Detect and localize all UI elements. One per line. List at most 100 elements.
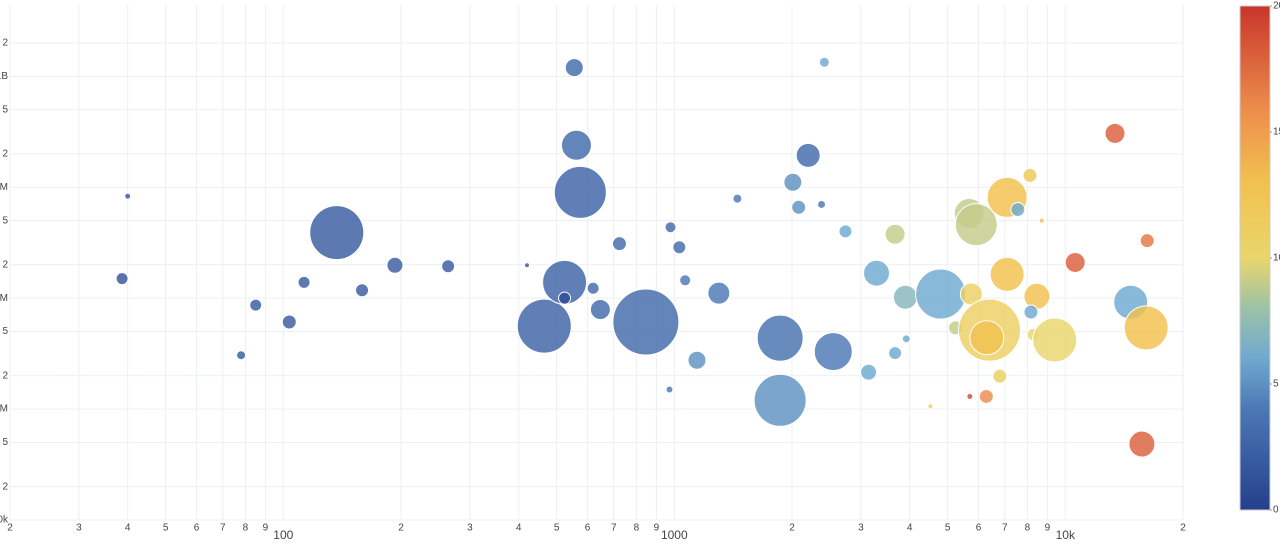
bubble	[516, 298, 572, 354]
bubble	[901, 334, 911, 344]
colorbar-tick-label: 10	[1273, 253, 1280, 264]
y-tick-label: 1B	[0, 71, 8, 82]
bubble	[560, 129, 592, 161]
x-tick-label: 8	[634, 523, 640, 534]
bubble	[309, 205, 365, 261]
bubble	[954, 203, 998, 247]
y-tick-label: 5	[2, 437, 8, 448]
x-tick-label: 4	[125, 523, 131, 534]
bubble	[281, 314, 297, 330]
x-tick-label: 6	[194, 523, 200, 534]
x-tick-label: 4	[516, 523, 522, 534]
bubble	[1128, 430, 1156, 458]
x-tick-label: 7	[220, 523, 226, 534]
x-tick-label: 10k	[1056, 528, 1076, 542]
bubble	[558, 291, 572, 305]
x-tick-label: 2	[789, 523, 795, 534]
bubble	[679, 274, 692, 287]
bubble	[1032, 317, 1078, 363]
colorbar-tick-label: 20	[1273, 1, 1280, 12]
bubble	[707, 281, 731, 305]
x-tick-label: 9	[654, 523, 660, 534]
bubble	[115, 272, 129, 286]
y-tick-label: 1M	[0, 404, 8, 415]
bubble	[992, 368, 1008, 384]
bubble	[927, 403, 934, 410]
bubble	[665, 385, 674, 394]
bubble	[795, 142, 821, 168]
bubble	[892, 284, 918, 310]
bubble	[818, 56, 830, 68]
bubble	[756, 314, 804, 362]
y-tick-label: 5	[2, 215, 8, 226]
bubble	[297, 275, 311, 289]
bubbles	[115, 56, 1169, 458]
bubble	[589, 299, 611, 321]
bubble	[249, 298, 263, 312]
x-tick-label: 9	[1045, 523, 1051, 534]
y-tick-label: 2	[2, 259, 8, 270]
bubble	[564, 58, 584, 78]
bubble	[732, 193, 743, 204]
x-tick-label: 8	[243, 523, 249, 534]
bubble	[791, 199, 807, 215]
x-tick-label: 1000	[661, 528, 688, 542]
bubble	[1023, 304, 1039, 320]
bubble	[753, 373, 807, 427]
bubble	[860, 363, 878, 381]
x-tick-label: 5	[945, 523, 951, 534]
bubble	[672, 240, 687, 255]
bubble	[1038, 217, 1045, 224]
bubble	[838, 224, 853, 239]
x-tick-label: 8	[1025, 523, 1031, 534]
y-tick-label: 100M	[0, 182, 8, 193]
y-tick-label: 2	[2, 38, 8, 49]
bubble	[1123, 305, 1169, 351]
bubble	[664, 221, 677, 234]
x-tick-label: 5	[163, 523, 169, 534]
bubble	[611, 236, 627, 252]
bubble	[966, 392, 974, 400]
y-tick-label: 5	[2, 104, 8, 115]
bubble	[1022, 167, 1038, 183]
x-tick-label: 2	[398, 523, 404, 534]
bubble	[863, 259, 891, 287]
bubble	[1010, 202, 1026, 218]
y-tick-label: 100k	[0, 515, 9, 526]
bubble	[586, 281, 600, 295]
x-tick-label: 5	[554, 523, 560, 534]
bubble	[783, 172, 803, 192]
bubble	[884, 223, 906, 245]
x-tick-label: 6	[585, 523, 591, 534]
x-tick-label: 9	[263, 523, 269, 534]
x-tick-label: 100	[273, 528, 293, 542]
bubble	[523, 262, 530, 269]
x-tick-label: 7	[1002, 523, 1008, 534]
bubble	[1064, 251, 1086, 273]
bubble	[236, 350, 247, 361]
bubble	[612, 288, 680, 356]
bubble	[888, 346, 903, 361]
colorbar-tick-label: 0	[1273, 505, 1279, 516]
bubble	[817, 199, 827, 209]
x-tick-label: 6	[976, 523, 982, 534]
colorbar-tick-label: 5	[1273, 379, 1279, 390]
y-tick-label: 2	[2, 149, 8, 160]
bubble	[687, 350, 707, 370]
bubble	[355, 283, 370, 298]
bubble	[915, 268, 967, 320]
colorbar	[1239, 5, 1271, 511]
bubble	[1104, 122, 1126, 144]
y-tick-label: 5	[2, 326, 8, 337]
x-tick-label: 3	[76, 523, 82, 534]
bubble	[124, 192, 132, 200]
x-tick-label: 3	[467, 523, 473, 534]
bubble	[978, 388, 994, 404]
x-tick-label: 4	[907, 523, 913, 534]
y-tick-label: 2	[2, 481, 8, 492]
bubble	[1139, 233, 1155, 249]
y-tick-label: 10M	[0, 293, 8, 304]
y-tick-label: 2	[2, 370, 8, 381]
bubble	[441, 259, 456, 274]
